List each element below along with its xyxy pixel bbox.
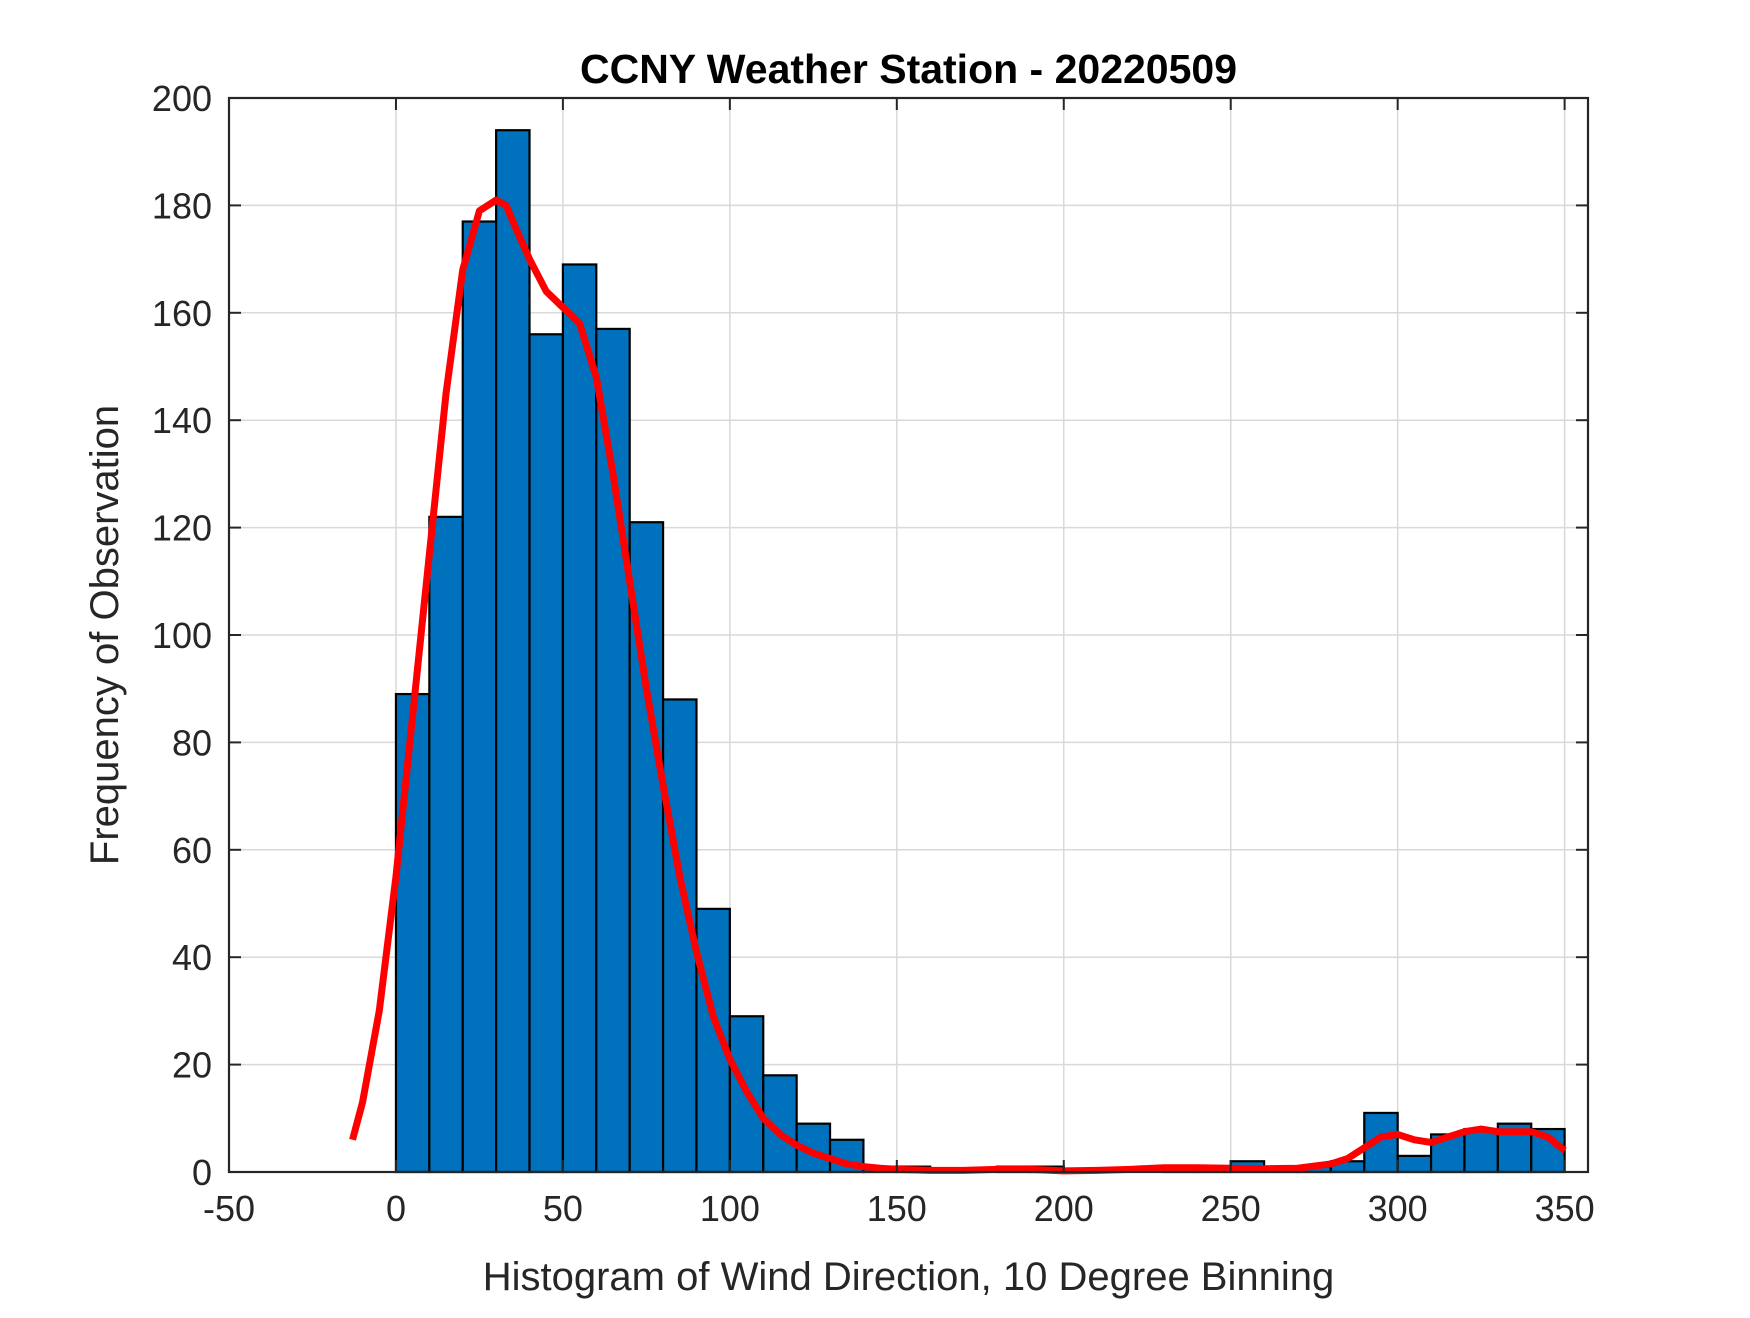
histogram-bar xyxy=(394,692,431,1174)
axes xyxy=(227,96,1590,1174)
chart-title: CCNY Weather Station - 20220509 xyxy=(580,46,1237,92)
y-tick-label: 60 xyxy=(172,830,212,871)
y-tick-label: 100 xyxy=(152,615,212,656)
x-tick-label: 250 xyxy=(1201,1188,1261,1229)
y-tick-label: 80 xyxy=(172,722,212,763)
y-tick-label: 40 xyxy=(172,937,212,978)
fit-curve-layer xyxy=(349,196,1567,1175)
x-tick-label: 0 xyxy=(386,1188,406,1229)
x-tick-label: 100 xyxy=(700,1188,760,1229)
histogram-bar xyxy=(428,515,464,1174)
histogram-bar xyxy=(561,263,598,1174)
y-tick-labels: 0 20 40 60 80 100 120 140 160 180 200 xyxy=(152,78,212,1193)
y-tick-label: 120 xyxy=(152,508,212,549)
x-tick-label: -50 xyxy=(203,1188,255,1229)
histogram-bar xyxy=(1396,1154,1433,1174)
histogram-bar xyxy=(1463,1127,1499,1174)
y-axis-label: Frequency of Observation xyxy=(83,405,127,865)
y-tick-label: 200 xyxy=(152,78,212,119)
histogram-bar xyxy=(461,220,498,1174)
histogram-bar xyxy=(528,333,565,1174)
x-tick-label: 50 xyxy=(543,1188,583,1229)
y-tick-label: 160 xyxy=(152,293,212,334)
x-tick-label: 200 xyxy=(1034,1188,1094,1229)
grid-lines xyxy=(229,98,1588,1172)
y-tick-label: 140 xyxy=(152,400,212,441)
x-axis-label: Histogram of Wind Direction, 10 Degree B… xyxy=(483,1255,1335,1299)
y-tick-label: 180 xyxy=(152,185,212,226)
x-tick-labels: -50 0 50 100 150 200 250 300 350 xyxy=(203,1188,1595,1229)
x-tick-label: 300 xyxy=(1368,1188,1428,1229)
x-tick-label: 150 xyxy=(867,1188,927,1229)
y-tick-label: 20 xyxy=(172,1045,212,1086)
fit-curve-line xyxy=(349,196,1567,1175)
histogram-bar xyxy=(595,327,631,1174)
x-tick-label: 350 xyxy=(1535,1188,1595,1229)
histogram-bar xyxy=(495,129,531,1174)
y-tick-label: 0 xyxy=(192,1152,212,1193)
